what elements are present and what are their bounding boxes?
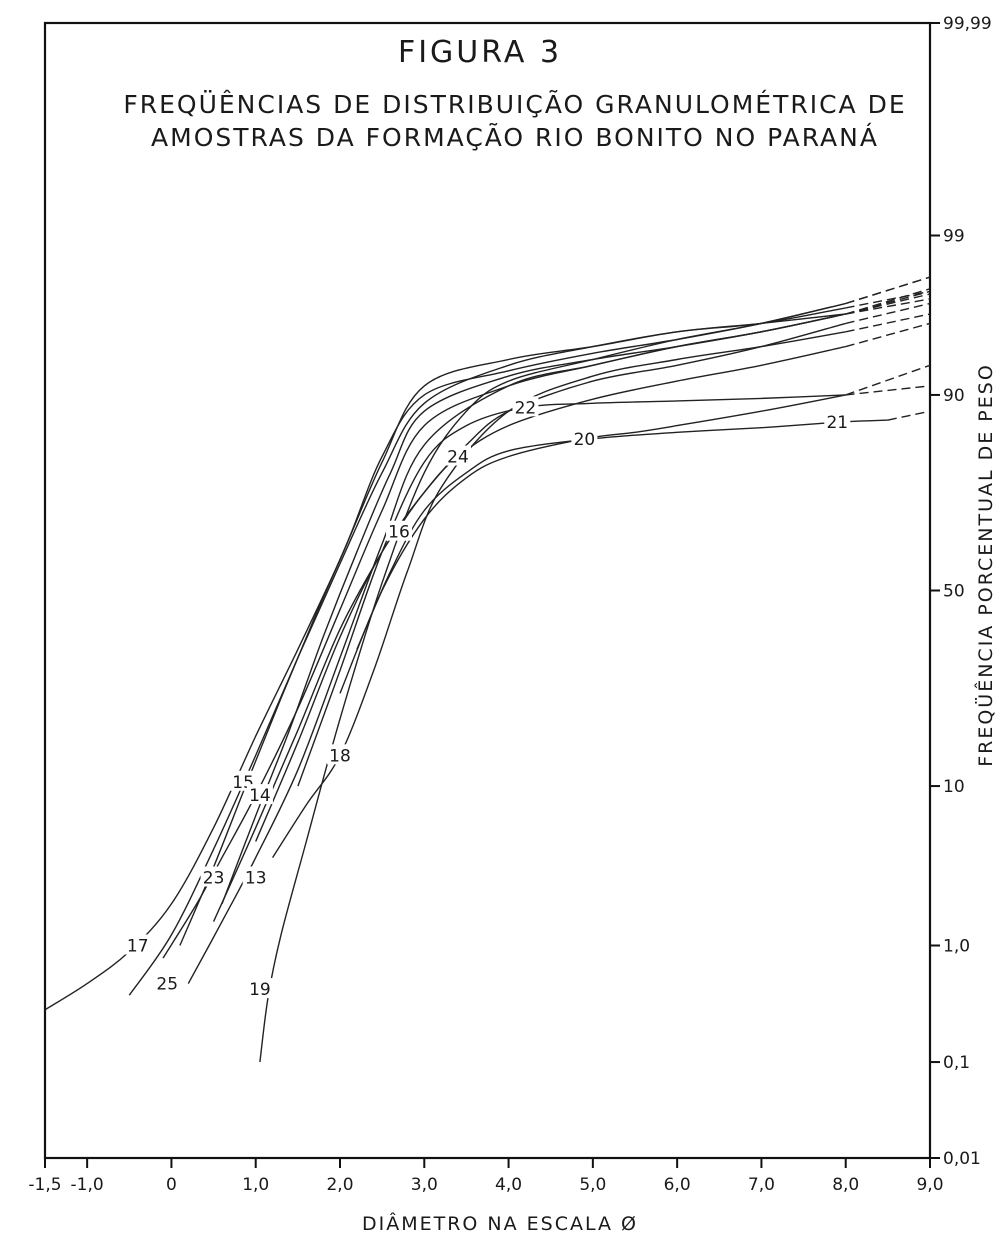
series-label-bg <box>824 411 851 432</box>
series-line-extension-22 <box>845 385 931 396</box>
x-tick-label: 0 <box>166 1175 177 1195</box>
series-label-20: 20 <box>574 430 596 450</box>
series-line-17 <box>44 313 846 1011</box>
x-tick-label: -1,5 <box>28 1175 61 1195</box>
series-label-bg <box>386 520 412 541</box>
series-line-14 <box>221 313 846 905</box>
y-tick-label: 50 <box>943 582 965 602</box>
y-axis-label: FREQÜÊNCIA PORCENTUAL DE PESO <box>974 363 997 767</box>
x-tick-label: 4,0 <box>495 1175 522 1195</box>
y-tick-label: 1,0 <box>943 936 970 956</box>
series-line-extension-24 <box>845 322 931 348</box>
series-line-24 <box>255 345 846 842</box>
series-line-25 <box>128 307 846 996</box>
series-label-bg <box>571 427 598 448</box>
y-tick-label: 90 <box>943 386 965 406</box>
series-line-21 <box>356 419 888 650</box>
x-tick-label: 1,0 <box>242 1175 269 1195</box>
series-line-19 <box>259 302 846 1063</box>
series-line-20 <box>339 394 846 694</box>
series-label-22: 22 <box>515 398 537 418</box>
series-line-extension-25 <box>845 290 931 309</box>
series-line-extension-17 <box>845 290 931 315</box>
series-label-19: 19 <box>249 980 271 1000</box>
x-tick-label: 8,0 <box>832 1175 859 1195</box>
x-tick-label: 3,0 <box>411 1175 438 1195</box>
series-line-18 <box>272 331 846 858</box>
series-label-bg <box>327 744 353 765</box>
series-label-bg <box>124 934 151 955</box>
y-tick-label: 99 <box>943 227 965 247</box>
y-axis-ticks: 0,01 0,1 1,0 10 50 90 99 99,99 <box>930 14 992 1169</box>
series-label-bg <box>445 445 471 466</box>
y-tick-label: 0,01 <box>943 1149 981 1169</box>
x-tick-label: 2,0 <box>326 1175 353 1195</box>
series-line-extension-16 <box>845 302 931 325</box>
series-label-21: 21 <box>826 413 848 433</box>
series-label-bg <box>512 396 539 417</box>
x-axis-ticks: -1,5 -1,0 0 1,0 2,0 3,0 4,0 5,0 6,0 7,0 8,0 9,0 <box>28 1158 944 1195</box>
series-line-extension-20 <box>845 364 931 396</box>
x-tick-label: 6,0 <box>664 1175 691 1195</box>
series-label-16: 16 <box>388 523 410 543</box>
x-tick-label: 5,0 <box>579 1175 606 1195</box>
series-line-extension-21 <box>887 410 931 421</box>
x-tick-label: 7,0 <box>748 1175 775 1195</box>
series-label-18: 18 <box>329 746 351 766</box>
series-label-14: 14 <box>249 786 271 806</box>
series-label-23: 23 <box>203 868 225 888</box>
x-tick-label: -1,0 <box>71 1175 104 1195</box>
chart-subtitle-line1: FREQÜÊNCIAS DE DISTRIBUIÇÃO GRANULOMÉTRI… <box>123 89 906 119</box>
series-line-23 <box>162 313 846 959</box>
series-label-13: 13 <box>245 868 267 888</box>
series-line-extension-14 <box>845 288 931 315</box>
series-curves <box>44 276 931 1063</box>
series-line-extension-13 <box>845 293 931 315</box>
x-axis-label: DIÂMETRO NA ESCALA Ø <box>362 1212 638 1235</box>
chart-title: FIGURA 3 <box>398 35 562 70</box>
series-label-bg <box>200 866 227 887</box>
series-label-24: 24 <box>447 448 469 468</box>
series-line-extension-19 <box>845 276 931 305</box>
series-label-bg <box>246 784 273 805</box>
series-label-25: 25 <box>156 975 178 995</box>
y-tick-label: 99,99 <box>943 14 992 34</box>
series-line-22 <box>297 394 846 787</box>
series-label-bg <box>154 972 181 993</box>
series-label-17: 17 <box>127 936 149 956</box>
series-label-bg <box>246 978 273 999</box>
chart-subtitle-line2: AMOSTRAS DA FORMAÇÃO RIO BONITO NO PARAN… <box>151 122 879 152</box>
y-tick-label: 10 <box>943 777 965 797</box>
series-line-extension-18 <box>845 313 931 333</box>
y-tick-label: 0,1 <box>943 1053 970 1073</box>
x-tick-label: 9,0 <box>916 1175 943 1195</box>
series-label-bg <box>242 866 269 887</box>
